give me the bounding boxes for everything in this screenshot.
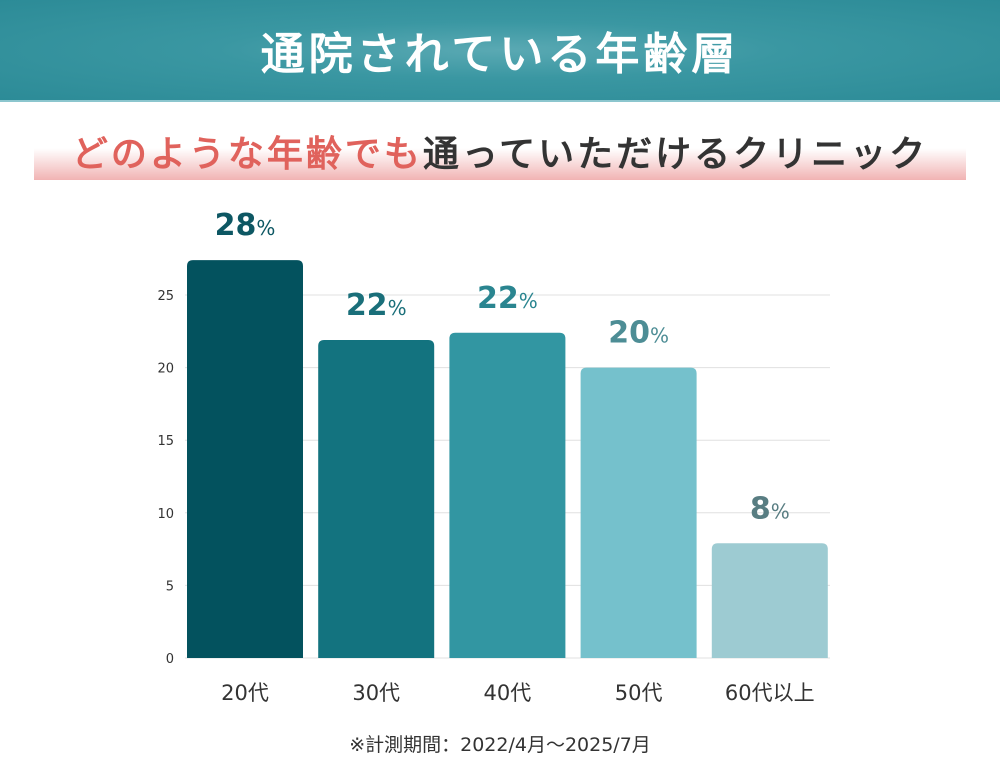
measurement-period-note: ※計測期間：2022/4月〜2025/7月 [349, 734, 651, 756]
subtitle: どのような年齢でも 通っていただけるクリニック [34, 122, 966, 180]
y-tick-label: 20 [157, 362, 174, 377]
bar [449, 332, 566, 658]
data-label: 20% [608, 316, 669, 351]
x-tick-label: 20代 [221, 681, 269, 705]
x-tick-label: 40代 [484, 681, 532, 705]
y-tick-label: 10 [157, 507, 174, 522]
header-banner: 通院されている年齢層 [0, 0, 1000, 102]
y-tick-label: 5 [166, 579, 174, 594]
bar [711, 543, 828, 658]
bar [187, 260, 303, 658]
page-title: 通院されている年齢層 [260, 29, 740, 80]
subtitle-rest: 通っていただけるクリニック [422, 133, 929, 175]
x-tick-label: 60代以上 [725, 681, 815, 705]
data-label: 8% [750, 491, 790, 526]
bar [580, 367, 697, 658]
y-tick-label: 15 [157, 434, 174, 449]
y-tick-label: 25 [157, 289, 174, 304]
data-label: 22% [346, 288, 407, 323]
y-tick-label: 0 [166, 652, 174, 667]
data-label: 22% [477, 281, 538, 316]
subtitle-highlight: どのような年齢でも [71, 133, 423, 175]
x-tick-label: 50代 [615, 681, 663, 705]
bar [318, 340, 435, 658]
x-tick-label: 30代 [352, 681, 400, 705]
data-label: 28% [215, 208, 276, 243]
